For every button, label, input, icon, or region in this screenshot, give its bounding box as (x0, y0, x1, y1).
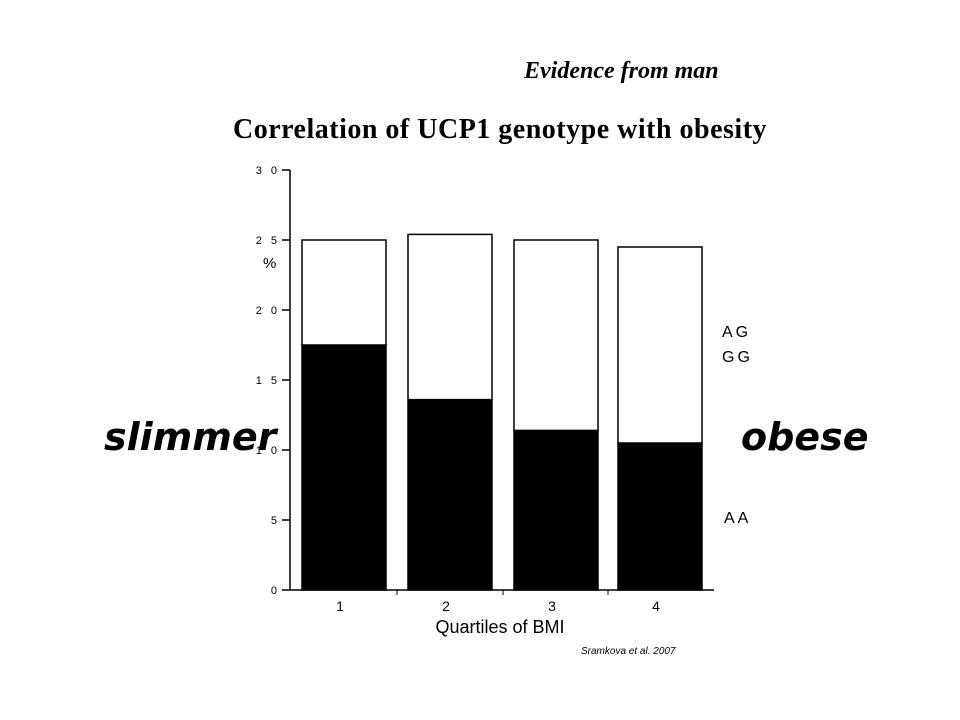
axes: 0 5 1 0 1 5 2 0 2 5 3 0 1 2 3 4 (256, 165, 714, 614)
y-tick-label: 2 5 (256, 235, 280, 247)
bar-ag-gg-q4 (617, 246, 703, 444)
legend-aa: AA (724, 510, 751, 527)
bar-aa-q4 (617, 442, 703, 591)
annotation-obese: obese (741, 415, 868, 459)
bars (301, 233, 703, 591)
bar-ag-gg-q3 (513, 239, 599, 432)
x-axis-title: Quartiles of BMI (435, 617, 564, 637)
y-tick-label: 2 0 (256, 305, 280, 317)
chart-title: Correlation of UCP1 genotype with obesit… (232, 114, 768, 145)
y-tick-label: 3 0 (256, 165, 280, 177)
subtitle: Evidence from man (524, 58, 719, 84)
x-tick-label: 4 (652, 598, 660, 614)
bar-aa-q2 (407, 398, 493, 591)
y-tick-label: 0 (271, 585, 280, 597)
x-tick-label: 1 (336, 598, 344, 614)
bar-ag-gg-q2 (407, 233, 493, 401)
y-tick-label: 5 (271, 515, 280, 527)
x-tick-label: 2 (442, 598, 450, 614)
bar-aa-q3 (513, 429, 599, 591)
y-tick-label: 1 0 (256, 445, 280, 457)
legend-ag: AG (722, 324, 751, 341)
annotation-slimmer: slimmer (104, 415, 279, 459)
y-tick-label: 1 5 (256, 375, 280, 387)
bar-aa-q1 (301, 344, 387, 591)
x-tick-label: 3 (548, 598, 556, 614)
y-axis-unit: % (263, 255, 276, 272)
source-citation: Sramkova et al. 2007 (581, 646, 676, 657)
legend-gg: GG (722, 349, 753, 366)
bar-ag-gg-q1 (301, 239, 387, 346)
